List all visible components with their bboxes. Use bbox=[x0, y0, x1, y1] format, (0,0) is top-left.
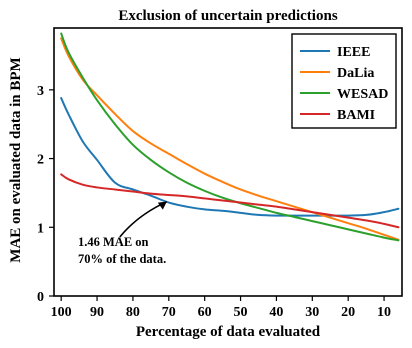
x-tick-label: 30 bbox=[305, 305, 319, 320]
series-line-wesad bbox=[60, 32, 400, 242]
legend-label-ieee: IEEE bbox=[337, 45, 370, 60]
series-layer bbox=[60, 32, 400, 242]
chart-title: Exclusion of uncertain predictions bbox=[118, 8, 337, 24]
legend-label-dalia: DaLia bbox=[337, 66, 374, 81]
x-tick-label: 20 bbox=[341, 305, 355, 320]
x-tick-label: 90 bbox=[90, 305, 104, 320]
y-tick-label: 1 bbox=[37, 221, 44, 236]
y-tick-label: 0 bbox=[37, 290, 44, 305]
chart-legend: IEEE DaLia WESAD BAMI bbox=[291, 33, 397, 129]
annotation-arrow bbox=[119, 200, 168, 238]
x-tick-label: 50 bbox=[234, 305, 248, 320]
y-axis-label: MAE on evaluated data in BPM bbox=[8, 57, 24, 262]
legend-label-bami: BAMI bbox=[337, 108, 375, 123]
legend-label-wesad: WESAD bbox=[337, 87, 388, 102]
x-tick-label: 80 bbox=[126, 305, 140, 320]
series-line-dalia bbox=[60, 37, 400, 241]
series-line-ieee bbox=[60, 97, 400, 217]
plot-frame bbox=[53, 27, 403, 297]
legend-box bbox=[291, 33, 397, 129]
x-tick-label: 70 bbox=[162, 305, 176, 320]
x-tick-label: 60 bbox=[198, 305, 212, 320]
annotation: 1.46 MAE on 70% of the data. bbox=[78, 200, 168, 266]
annotation-arrowhead bbox=[157, 201, 167, 210]
x-tick-label: 10 bbox=[377, 305, 391, 320]
x-tick-label: 100 bbox=[51, 305, 72, 320]
annotation-text-line: 70% of the data. bbox=[78, 252, 166, 266]
x-tick-label: 40 bbox=[269, 305, 283, 320]
annotation-text-line: 1.46 MAE on bbox=[78, 235, 149, 249]
x-axis-label: Percentage of data evaluated bbox=[136, 324, 321, 340]
series-line-bami bbox=[60, 173, 400, 229]
y-tick-label: 2 bbox=[37, 153, 44, 168]
y-tick-label: 3 bbox=[37, 84, 44, 99]
